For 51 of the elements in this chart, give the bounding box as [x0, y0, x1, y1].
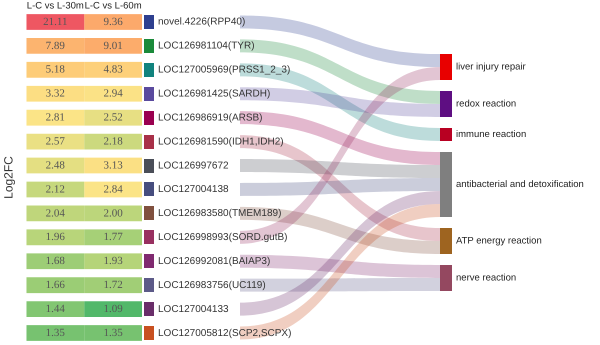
- category-label: liver injury repair: [456, 62, 526, 73]
- y2-tick-label: novel.4226(RPP40): [158, 16, 246, 28]
- data-label: 1.35: [103, 326, 124, 339]
- data-label: 2.57: [46, 136, 66, 148]
- y2-tick-label: LOC126981425(SARDH): [158, 88, 270, 100]
- y2-tick-label: LOC126983580(TMEM189): [158, 208, 282, 220]
- data-label: 2.48: [46, 159, 66, 172]
- data-label: 1.68: [46, 255, 66, 268]
- data-label: 7.89: [46, 40, 66, 52]
- y2-tick-label: LOC126981104(TYR): [158, 40, 255, 52]
- data-label: 3.13: [103, 159, 124, 172]
- data-label: 1.66: [46, 279, 66, 292]
- y2-tick-label: LOC127004138: [158, 184, 230, 196]
- data-label: 9.36: [103, 16, 124, 28]
- data-label: 4.83: [103, 64, 124, 76]
- data-label: 2.81: [46, 112, 65, 124]
- data-label: 1.93: [103, 255, 124, 268]
- data-label: 1.77: [103, 231, 124, 244]
- data-label: 21.11: [43, 16, 68, 28]
- data-label: 1.09: [103, 303, 124, 315]
- data-label: 1.44: [46, 303, 66, 315]
- data-label: 2.04: [46, 207, 66, 220]
- y2-tick-label: LOC126992081(BAIAP3): [158, 256, 270, 267]
- category-label: nerve reaction: [456, 272, 516, 284]
- data-label: 2.12: [46, 183, 65, 196]
- category-label: antibacterial and detoxification: [456, 179, 584, 190]
- category-label: ATP energy reaction: [456, 236, 542, 247]
- data-label: 2.18: [103, 136, 124, 148]
- y2-tick-label: LOC126998993(SORD.gutB): [158, 232, 288, 244]
- y2-tick-label: LOC127005969(PRSS1_2_3): [158, 64, 290, 76]
- category-label: immune reaction: [456, 129, 526, 140]
- data-label: 9.01: [103, 40, 123, 52]
- y2-tick-label: LOC127004133: [158, 304, 230, 315]
- data-label: 2.94: [103, 88, 124, 100]
- data-label: 1.35: [46, 326, 66, 339]
- y2-tick-label: LOC127005812(SCP2,SCPX): [158, 328, 292, 339]
- y2-tick-label: LOC126986919(ARSB): [158, 112, 263, 124]
- category-label: redox reaction: [456, 98, 516, 110]
- data-label: 2.84: [103, 183, 124, 196]
- x-tick-label: L-C vs L-30m: [26, 0, 84, 12]
- data-label: 1.96: [46, 231, 66, 244]
- data-label: 2.52: [103, 112, 123, 124]
- data-label: 2.00: [103, 207, 124, 220]
- y2-tick-label: LOC126983756(UC119): [158, 280, 266, 291]
- y2-tick-label: LOC126981590(IDH1,IDH2): [158, 136, 284, 148]
- y-axis-title: Log2FC: [2, 156, 16, 199]
- data-label: 1.72: [103, 279, 123, 292]
- data-label: 3.32: [46, 88, 65, 100]
- data-label: 5.18: [46, 64, 66, 76]
- y2-tick-label: LOC126997672: [158, 160, 230, 172]
- x-tick-label: L-C vs L-60m: [84, 0, 142, 12]
